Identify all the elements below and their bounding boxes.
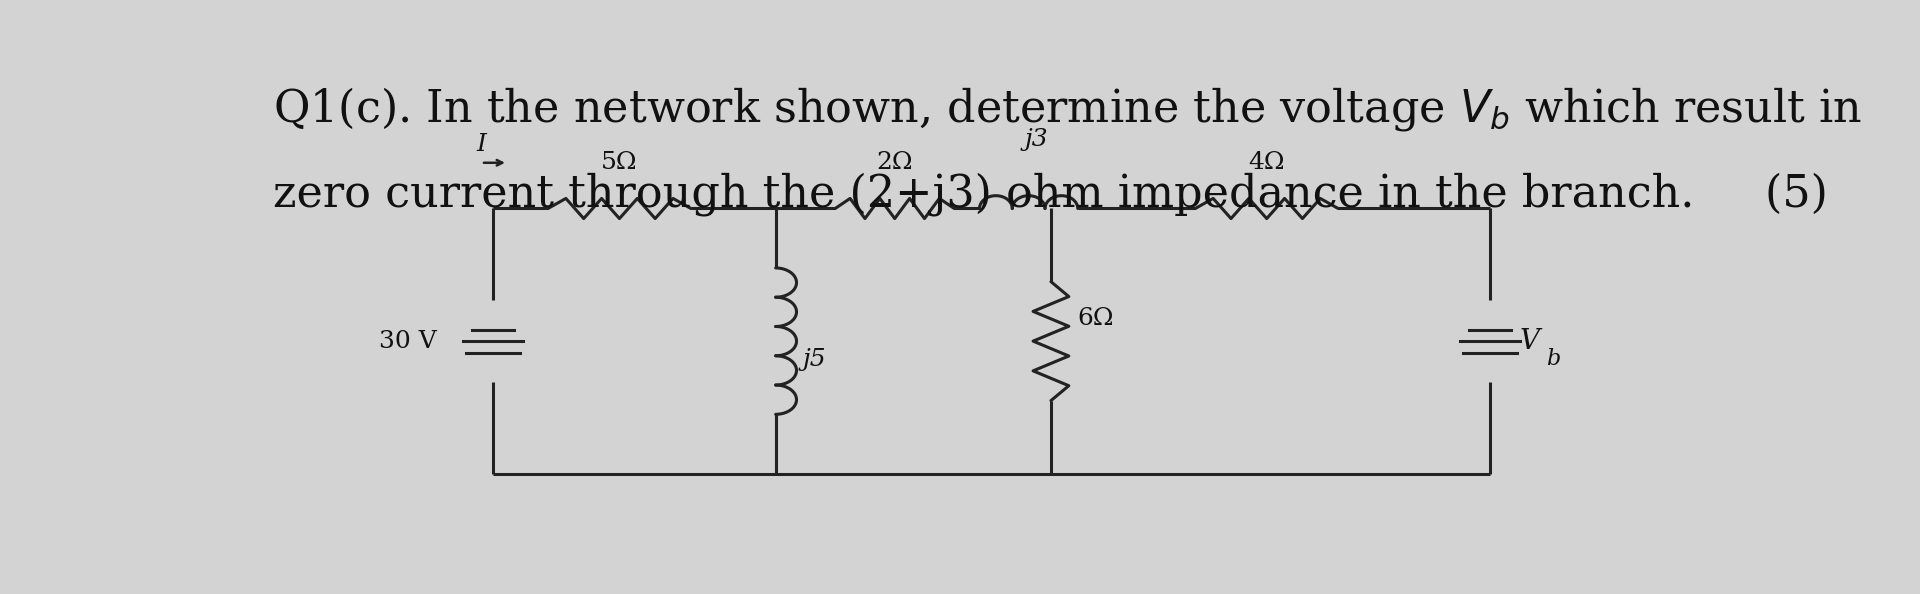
Text: j5: j5 — [803, 348, 826, 371]
Text: 30 V: 30 V — [378, 330, 436, 353]
Text: Q1(c). In the network shown, determine the voltage $V_b$ which result in: Q1(c). In the network shown, determine t… — [273, 85, 1862, 133]
Text: 5Ω: 5Ω — [601, 151, 637, 174]
Text: zero current through the (2+j3) ohm impedance in the branch.     (5): zero current through the (2+j3) ohm impe… — [273, 172, 1828, 216]
Text: 2Ω: 2Ω — [876, 151, 914, 174]
Text: V: V — [1521, 328, 1540, 355]
Text: 4Ω: 4Ω — [1248, 151, 1284, 174]
Text: I: I — [476, 133, 486, 156]
Text: b: b — [1546, 349, 1561, 371]
Text: 6Ω: 6Ω — [1077, 307, 1114, 330]
Text: j3: j3 — [1023, 128, 1048, 151]
